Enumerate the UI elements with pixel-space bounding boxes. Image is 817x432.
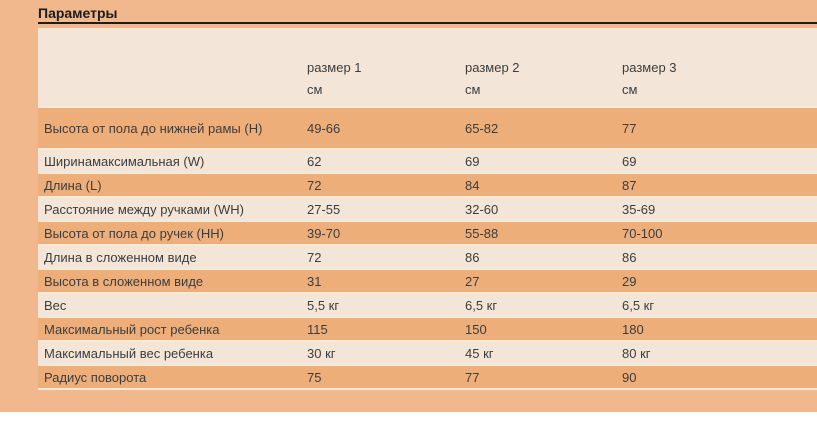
cell-value: 77: [465, 365, 622, 390]
cell-value: 65-82: [465, 107, 622, 150]
cell-value: 84: [465, 173, 622, 198]
cell-value: 62: [307, 149, 465, 174]
cell-value: 70-100: [622, 221, 817, 246]
cell-value: 39-70: [307, 221, 465, 246]
cell-value: 72: [307, 245, 465, 270]
spec-table: размер 1 см размер 2 см размер 3 см Высота от…: [38, 28, 817, 390]
cell-value: 29: [622, 269, 817, 294]
table-row: Высота от пола до ручек (HH) 39-70 55-88 70…: [38, 221, 817, 246]
table-row: Длина (L) 72 84 87: [38, 173, 817, 198]
cell-value: 150: [465, 317, 622, 342]
title-underline: [38, 22, 817, 24]
table-row: Вес 5,5 кг 6,5 кг 6,5 кг: [38, 293, 817, 318]
cell-value: 27-55: [307, 197, 465, 222]
table-row: Максимальный вес ребенка 30 кг 45 кг 80 кг: [38, 341, 817, 366]
cell-value: 69: [465, 149, 622, 174]
table-row: Расстояние между ручками (WH) 27-55 32-60 3…: [38, 197, 817, 222]
section-title: Параметры: [38, 5, 118, 21]
header-corner-cell: [38, 28, 307, 108]
cell-value: 87: [622, 173, 817, 198]
cell-value: 35-69: [622, 197, 817, 222]
header-row: размер 1 см размер 2 см размер 3 см: [38, 28, 817, 108]
cell-value: 72: [307, 173, 465, 198]
cell-value: 90: [622, 365, 817, 390]
cell-value: 180: [622, 317, 817, 342]
table-row: Длина в сложенном виде 72 86 86: [38, 245, 817, 270]
row-label: Максимальный вес ребенка: [38, 341, 307, 366]
column-header: размер 1 см: [307, 28, 465, 108]
table-row: Высота в сложенном виде 31 27 29: [38, 269, 817, 294]
cell-value: 5,5 кг: [307, 293, 465, 318]
row-label: Длина (L): [38, 173, 307, 198]
column-unit-label: см: [622, 82, 638, 97]
cell-value: 86: [622, 245, 817, 270]
cell-value: 55-88: [465, 221, 622, 246]
row-label: Вес: [38, 293, 307, 318]
table-row: Высота от пола до нижней рамы (H) 49-66 65…: [38, 107, 817, 150]
column-size-label: размер 2: [465, 60, 520, 75]
column-size-label: размер 1: [307, 60, 362, 75]
cell-value: 30 кг: [307, 341, 465, 366]
table-head: размер 1 см размер 2 см размер 3 см: [38, 28, 817, 108]
row-label: Ширинамаксимальная (W): [38, 149, 307, 174]
column-unit-label: см: [465, 82, 481, 97]
table-row: Ширинамаксимальная (W) 62 69 69: [38, 149, 817, 174]
cell-value: 80 кг: [622, 341, 817, 366]
cell-value: 77: [622, 107, 817, 150]
cell-value: 6,5 кг: [465, 293, 622, 318]
column-header: размер 3 см: [622, 28, 817, 108]
cell-value: 6,5 кг: [622, 293, 817, 318]
row-label: Расстояние между ручками (WH): [38, 197, 307, 222]
column-header: размер 2 см: [465, 28, 622, 108]
column-unit-label: см: [307, 82, 323, 97]
cell-value: 69: [622, 149, 817, 174]
row-label: Длина в сложенном виде: [38, 245, 307, 270]
content-area: Параметры размер 1 см размер 2 см размер 3 см…: [0, 0, 817, 412]
row-label: Высота в сложенном виде: [38, 269, 307, 294]
cell-value: 75: [307, 365, 465, 390]
cell-value: 45 кг: [465, 341, 622, 366]
cell-value: 49-66: [307, 107, 465, 150]
table-row: Максимальный рост ребенка 115 150 180: [38, 317, 817, 342]
row-label: Высота от пола до нижней рамы (H): [38, 107, 307, 150]
row-label: Максимальный рост ребенка: [38, 317, 307, 342]
table-row: Радиус поворота 75 77 90: [38, 365, 817, 390]
column-size-label: размер 3: [622, 60, 677, 75]
table-body: Высота от пола до нижней рамы (H) 49-66 65…: [38, 107, 817, 390]
cell-value: 32-60: [465, 197, 622, 222]
row-label: Радиус поворота: [38, 365, 307, 390]
cell-value: 31: [307, 269, 465, 294]
cell-value: 27: [465, 269, 622, 294]
cell-value: 115: [307, 317, 465, 342]
bottom-whitespace: [0, 412, 817, 432]
spec-section: Параметры размер 1 см размер 2 см размер 3 см…: [38, 0, 817, 390]
cell-value: 86: [465, 245, 622, 270]
row-label: Высота от пола до ручек (HH): [38, 221, 307, 246]
